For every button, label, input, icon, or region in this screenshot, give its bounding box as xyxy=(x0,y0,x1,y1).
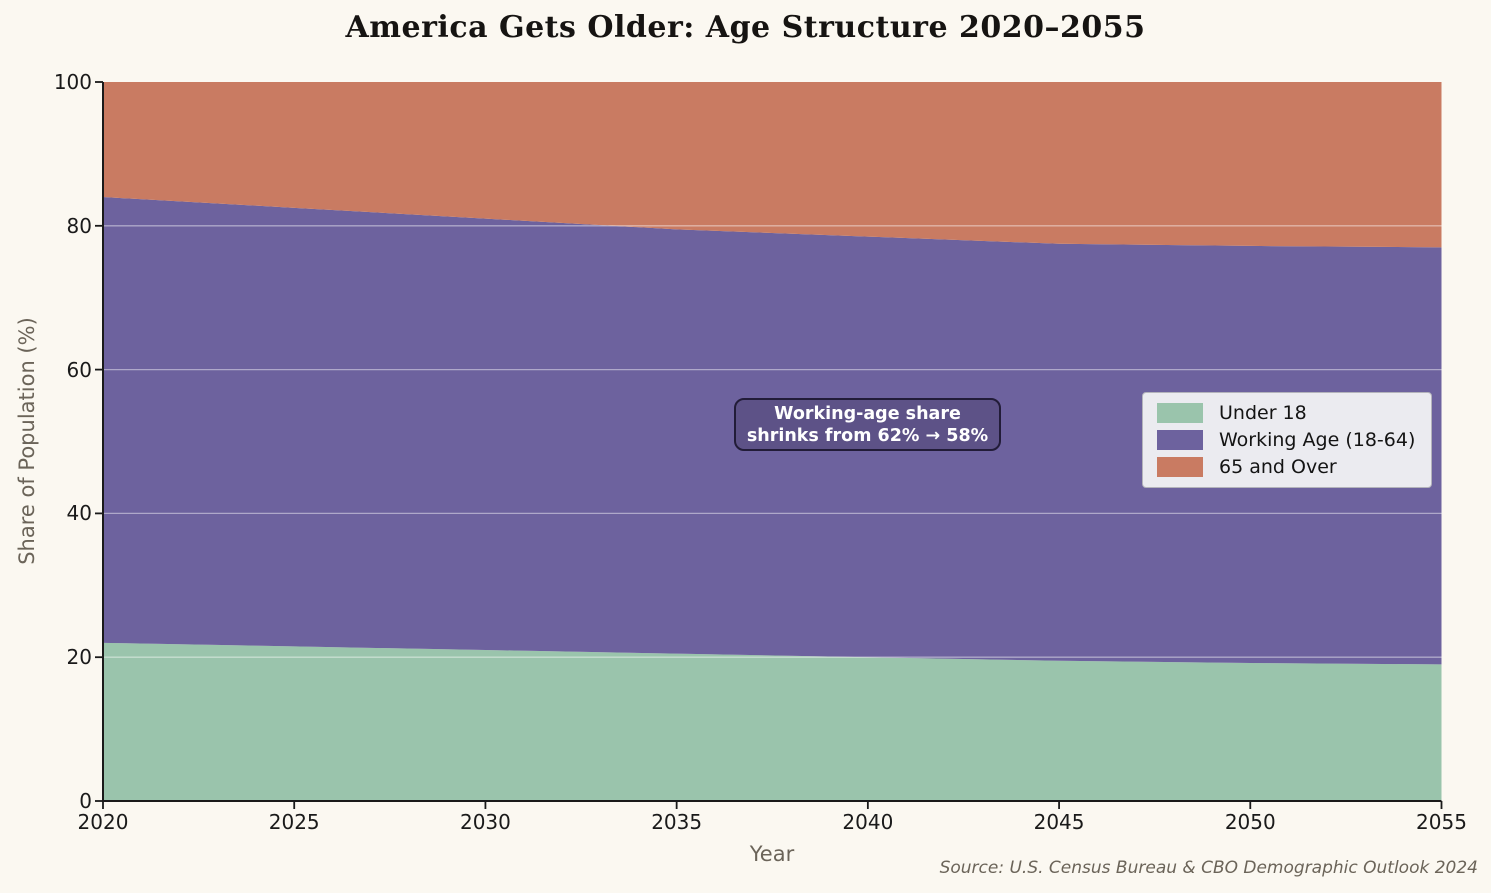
y-tick-label-20: 20 xyxy=(66,645,92,670)
legend-item-under-18: Under 18 xyxy=(1143,402,1431,424)
y-tick-label-100: 100 xyxy=(53,70,92,94)
x-axis-label: Year xyxy=(749,842,795,866)
area-65-and-over xyxy=(103,82,1442,248)
legend-label: Working Age (18-64) xyxy=(1219,428,1416,451)
annotation-line-1: Working-age share xyxy=(774,403,961,424)
x-tick-label-2030: 2030 xyxy=(459,810,511,834)
annotation-box: Working-age share shrinks from 62% → 58% xyxy=(734,398,1001,451)
legend-label: 65 and Over xyxy=(1219,456,1337,479)
legend-item-65-and-over: 65 and Over xyxy=(1143,456,1431,478)
annotation-line-2: shrinks from 62% → 58% xyxy=(746,425,989,446)
x-tick-label-2040: 2040 xyxy=(842,810,894,834)
y-tick-label-80: 80 xyxy=(66,213,92,238)
legend-label: Under 18 xyxy=(1219,401,1307,424)
y-tick-label-60: 60 xyxy=(66,357,92,382)
x-tick-label-2035: 2035 xyxy=(651,810,703,834)
y-axis-label: Share of Population (%) xyxy=(15,317,39,565)
area-under-18 xyxy=(103,642,1442,801)
source-note: Source: U.S. Census Bureau & CBO Demogra… xyxy=(939,858,1478,878)
legend-swatch-under-18-icon xyxy=(1157,402,1203,423)
x-tick-label-2045: 2045 xyxy=(1033,810,1085,834)
legend-item-working-age: Working Age (18-64) xyxy=(1143,429,1431,451)
legend-swatch-65-and-over-icon xyxy=(1157,457,1203,478)
x-tick-label-2050: 2050 xyxy=(1224,810,1276,834)
legend-swatch-working-age-icon xyxy=(1157,429,1203,450)
legend: Under 18 Working Age (18-64) 65 and Over xyxy=(1142,392,1432,488)
x-tick-label-2020: 2020 xyxy=(77,810,129,834)
y-tick-label-40: 40 xyxy=(66,501,92,526)
x-tick-label-2055: 2055 xyxy=(1416,810,1467,834)
y-tick-label-0: 0 xyxy=(79,789,92,813)
x-tick-label-2025: 2025 xyxy=(268,810,320,834)
chart-title: America Gets Older: Age Structure 2020–2… xyxy=(345,10,1146,45)
